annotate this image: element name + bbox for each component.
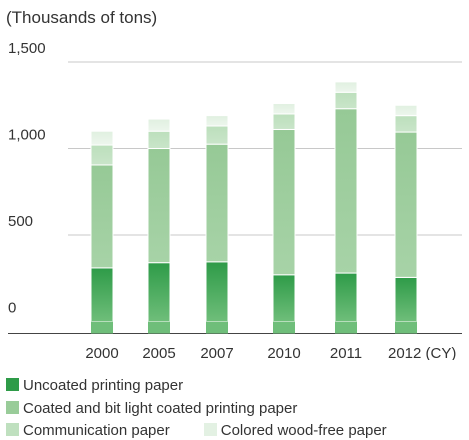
bar-segment-colored-wood-free-4 bbox=[334, 81, 358, 93]
bar-segment-coated-4 bbox=[334, 108, 358, 274]
bar-segment-coated-5 bbox=[394, 131, 418, 278]
legend-label: Communication paper bbox=[23, 422, 170, 439]
bar-base-3 bbox=[273, 321, 295, 334]
legend-swatch bbox=[6, 401, 19, 414]
x-tick-label: 2011 bbox=[330, 345, 362, 360]
legend-row-3: Communication paper Colored wood-free pa… bbox=[6, 422, 387, 439]
legend-item-coated: Coated and bit light coated printing pap… bbox=[6, 400, 297, 417]
stacked-bar-chart: 0 500 1,000 1,500 2000 2005 2007 2010 2011 2012 (… bbox=[8, 40, 462, 360]
legend-item-communication: Communication paper bbox=[6, 422, 170, 439]
legend-label: Uncoated printing paper bbox=[23, 377, 184, 394]
bar-segment-coated-3 bbox=[272, 128, 296, 276]
x-tick-label: 2010 bbox=[267, 345, 300, 360]
bar-segment-uncoated-3 bbox=[272, 274, 296, 323]
legend-row-2: Coated and bit light coated printing pap… bbox=[6, 400, 297, 417]
bar-segment-colored-wood-free-0 bbox=[90, 130, 114, 146]
bar-base-5 bbox=[395, 321, 417, 334]
bar-base-4 bbox=[335, 321, 357, 334]
y-tick-label: 1,000 bbox=[8, 127, 46, 144]
x-tick-label: 2007 bbox=[200, 345, 233, 360]
bar-segment-coated-2 bbox=[205, 143, 229, 263]
bar-segment-coated-1 bbox=[147, 148, 171, 264]
bar-segment-communication-3 bbox=[272, 113, 296, 130]
legend-swatch bbox=[6, 378, 19, 391]
legend-item-uncoated: Uncoated printing paper bbox=[6, 377, 183, 394]
bar-base-1 bbox=[148, 321, 170, 334]
legend-item-colored-wood-free: Colored wood-free paper bbox=[203, 422, 387, 439]
y-tick-label: 1,500 bbox=[8, 40, 46, 57]
bar-segment-communication-5 bbox=[394, 115, 418, 133]
bar-segment-uncoated-2 bbox=[205, 261, 229, 323]
bar-segment-communication-2 bbox=[205, 125, 229, 145]
bar-segment-communication-1 bbox=[147, 130, 171, 149]
y-tick-label: 500 bbox=[8, 213, 33, 230]
legend-label: Colored wood-free paper bbox=[220, 422, 387, 439]
bar-base-0 bbox=[91, 321, 113, 334]
bar-segment-uncoated-1 bbox=[147, 262, 171, 322]
x-tick-label: 2005 bbox=[142, 345, 175, 360]
bar-segment-colored-wood-free-3 bbox=[272, 103, 296, 115]
legend-swatch bbox=[203, 423, 217, 436]
bar-segment-colored-wood-free-1 bbox=[147, 118, 171, 132]
x-tick-label: 2012 (CY) bbox=[388, 345, 456, 360]
bar-segment-uncoated-5 bbox=[394, 276, 418, 323]
x-tick-label: 2000 bbox=[85, 345, 118, 360]
chart-unit-label: (Thousands of tons) bbox=[6, 8, 158, 27]
bar-segment-uncoated-4 bbox=[334, 272, 358, 322]
y-tick-label: 0 bbox=[8, 300, 16, 317]
bar-segment-colored-wood-free-5 bbox=[394, 104, 418, 117]
legend-row-1: Uncoated printing paper bbox=[6, 377, 183, 394]
bar-segment-communication-4 bbox=[334, 91, 358, 110]
bar-segment-coated-0 bbox=[90, 164, 114, 269]
bar-segment-colored-wood-free-2 bbox=[205, 115, 229, 127]
legend-swatch bbox=[6, 423, 19, 436]
bar-segment-uncoated-0 bbox=[90, 267, 114, 322]
bar-base-2 bbox=[206, 321, 228, 334]
legend-label: Coated and bit light coated printing pap… bbox=[23, 400, 298, 417]
bar-segment-communication-0 bbox=[90, 144, 114, 166]
